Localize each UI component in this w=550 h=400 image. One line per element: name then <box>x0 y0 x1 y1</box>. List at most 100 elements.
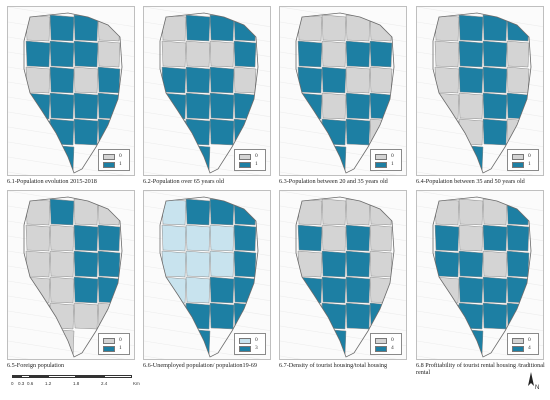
scale-label: 0 <box>11 381 14 386</box>
census-tract <box>434 224 460 252</box>
census-tract <box>185 118 211 146</box>
census-tract <box>506 92 530 120</box>
census-tract <box>297 118 323 146</box>
census-tract <box>209 92 235 120</box>
scale-seg <box>21 375 30 378</box>
census-tract <box>209 250 235 278</box>
census-tract <box>25 40 51 68</box>
scale-label: 1.8 <box>73 381 80 386</box>
census-tract <box>321 66 347 94</box>
legend-entry: 1 <box>512 161 536 168</box>
census-tract <box>49 118 75 146</box>
choropleth-map <box>144 191 270 359</box>
census-tract <box>73 224 99 252</box>
map-panel: 0 1 6.4-Population between 35 and 50 years… <box>416 6 544 185</box>
census-tract <box>458 118 484 146</box>
census-tract <box>49 66 75 94</box>
census-tract <box>369 14 393 42</box>
census-tract <box>73 66 99 94</box>
census-tract <box>506 276 530 304</box>
census-tract <box>49 198 75 226</box>
legend-entry: 0 <box>239 337 263 344</box>
census-tract <box>345 198 371 226</box>
map-caption: 6.8 Profitability of tourist rental hous… <box>416 362 545 377</box>
scale-label: 1.2 <box>45 381 52 386</box>
legend-entry: 0 <box>375 153 399 160</box>
census-tract <box>185 198 211 226</box>
legend-label: 0 <box>528 337 531 343</box>
census-tract <box>233 40 257 68</box>
choropleth-map <box>417 7 543 175</box>
census-tract <box>345 250 371 278</box>
census-tract <box>25 328 51 357</box>
census-tract <box>185 224 211 252</box>
legend-entry: 0 <box>103 337 127 344</box>
census-tract <box>97 224 121 252</box>
census-tract <box>506 66 530 94</box>
census-tract <box>458 224 484 252</box>
census-tract <box>73 198 99 226</box>
legend-swatch <box>375 162 387 168</box>
map-panel: 0 1 6.2-Population over 65 years old <box>143 6 271 185</box>
scale-label: 2.4 <box>101 381 108 386</box>
legend-entry: 0 <box>512 337 536 344</box>
census-tract <box>482 276 508 304</box>
census-tract <box>49 250 75 278</box>
legend-swatch <box>375 346 387 352</box>
district-outline <box>432 196 532 358</box>
census-tract <box>369 40 393 68</box>
legend-label: 0 <box>391 153 394 159</box>
census-tract <box>297 224 323 252</box>
census-tract <box>97 40 121 68</box>
district-outline <box>23 12 123 174</box>
census-tract <box>321 118 347 146</box>
census-tract <box>369 198 393 226</box>
census-tract <box>73 250 99 278</box>
census-tract <box>49 224 75 252</box>
map-panel: 0 1 6.5-Foreign population <box>7 190 135 369</box>
census-tract <box>482 250 508 278</box>
census-tract <box>434 66 460 94</box>
map-panel: 0 3 6.6-Unemployed population/ population1… <box>143 190 271 369</box>
census-tract <box>97 66 121 94</box>
legend-entry: 0 <box>103 153 127 160</box>
legend-label: 1 <box>255 161 258 167</box>
legend-swatch <box>512 346 524 352</box>
census-tract <box>506 40 530 68</box>
scale-bar: 0 0.3 0.6 1.2 1.8 2.4 Km <box>11 372 140 394</box>
scale-seg <box>30 375 48 378</box>
census-tract <box>369 224 393 252</box>
legend-swatch <box>512 154 524 160</box>
census-tract <box>369 250 393 278</box>
district-outline <box>432 12 532 174</box>
legend-entry: 1 <box>103 161 127 168</box>
legend-swatch <box>103 346 115 352</box>
census-tract <box>209 276 235 304</box>
census-tract <box>161 328 187 357</box>
census-tract <box>458 14 484 42</box>
census-tract <box>458 250 484 278</box>
census-tract <box>369 276 393 304</box>
map-caption: 6.6-Unemployed population/ population19-… <box>143 362 257 369</box>
legend-label: 1 <box>119 345 122 351</box>
census-tract <box>25 144 51 173</box>
census-tract <box>297 250 323 278</box>
census-tract <box>209 302 235 330</box>
legend-swatch <box>103 154 115 160</box>
scale-seg <box>48 375 76 378</box>
census-tract <box>233 92 257 120</box>
legend-entry: 0 <box>512 153 536 160</box>
choropleth-map <box>417 191 543 359</box>
map-panel: 0 1 6.1-Population evolution 2015-2018 <box>7 6 135 185</box>
choropleth-map <box>144 7 270 175</box>
census-tract <box>482 118 508 146</box>
legend-label: 0 <box>255 337 258 343</box>
